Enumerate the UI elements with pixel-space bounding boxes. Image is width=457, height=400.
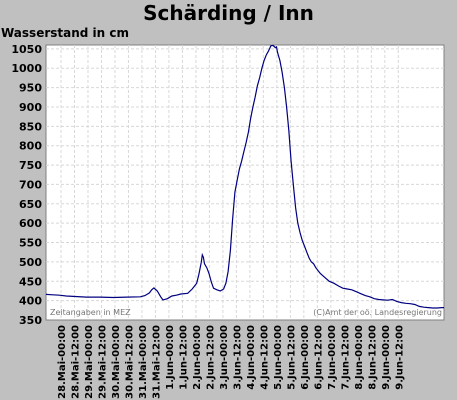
x-tick-label: 28.Mai-00:00 (57, 325, 68, 399)
x-tick-label: 29.Mai-00:00 (84, 325, 95, 399)
horizontal-gridlines (46, 48, 444, 302)
x-tick-label: 28.Mai-12:00 (70, 325, 81, 399)
x-tick-label: 2.Jun-12:00 (205, 325, 216, 390)
x-tick-label: 3.Jun-12:00 (232, 325, 243, 390)
y-tick-label: 900 (19, 101, 42, 114)
y-tick-label: 950 (19, 82, 42, 95)
y-tick-label: 550 (19, 237, 42, 250)
x-tick-label: 5.Jun-12:00 (286, 325, 297, 390)
x-tick-label: 7.Jun-00:00 (327, 325, 338, 390)
y-tick-label: 500 (19, 256, 42, 269)
water-level-line (45, 44, 444, 309)
chart-title: Schärding / Inn (143, 1, 314, 25)
y-axis-unit-label: Wasserstand in cm (1, 26, 129, 40)
vertical-gridlines (60, 45, 399, 320)
y-tick-labels: 350 400 450 500 550 600 650 700 750 800 850 900 950 1… (11, 43, 42, 327)
x-tick-label: 6.Jun-12:00 (313, 325, 324, 390)
y-tick-label: 600 (19, 217, 42, 230)
x-tick-label: 1.Jun-00:00 (165, 325, 176, 390)
plot-area (45, 44, 445, 321)
y-tick-label: 800 (19, 140, 42, 153)
x-tick-label: 3.Jun-00:00 (219, 325, 230, 390)
x-tick-label: 1.Jun-12:00 (178, 325, 189, 390)
y-tick-label: 850 (19, 120, 42, 133)
y-tick-label: 450 (19, 275, 42, 288)
x-tick-label: 29.Mai-12:00 (97, 325, 108, 399)
x-tick-label: 4.Jun-00:00 (246, 325, 257, 390)
y-tick-label: 650 (19, 198, 42, 211)
y-tick-label: 700 (19, 178, 42, 191)
series-layer (45, 44, 444, 309)
x-tick-label: 7.Jun-12:00 (340, 325, 351, 390)
y-tick-label: 1000 (11, 62, 42, 75)
copyright-note: (C)Amt der oö. Landesregierung (313, 308, 442, 317)
y-tick-label: 1050 (11, 43, 42, 56)
x-tick-label: 8.Jun-00:00 (354, 325, 365, 390)
y-tick-label: 400 (19, 295, 42, 308)
x-tick-label: 4.Jun-12:00 (259, 325, 270, 390)
x-tick-label: 30.Mai-12:00 (124, 325, 135, 399)
x-tick-labels: 28.Mai-00:00 28.Mai-12:00 29.Mai-00:00 29.M… (57, 325, 405, 399)
x-tick-label: 31.Mai-12:00 (151, 325, 162, 399)
x-tick-label: 5.Jun-00:00 (273, 325, 284, 390)
y-tick-label: 750 (19, 159, 42, 172)
y-tick-label: 350 (19, 314, 42, 327)
x-tick-label: 30.Mai-00:00 (111, 325, 122, 399)
x-tick-label: 6.Jun-00:00 (300, 325, 311, 390)
timezone-note: Zeitangaben in MEZ (50, 308, 131, 317)
x-tick-label: 31.Mai-00:00 (138, 325, 149, 399)
x-tick-label: 2.Jun-00:00 (192, 325, 203, 390)
x-tick-label: 9.Jun-12:00 (394, 325, 405, 390)
x-tick-label: 8.Jun-12:00 (367, 325, 378, 390)
x-tick-label: 9.Jun-00:00 (381, 325, 392, 390)
